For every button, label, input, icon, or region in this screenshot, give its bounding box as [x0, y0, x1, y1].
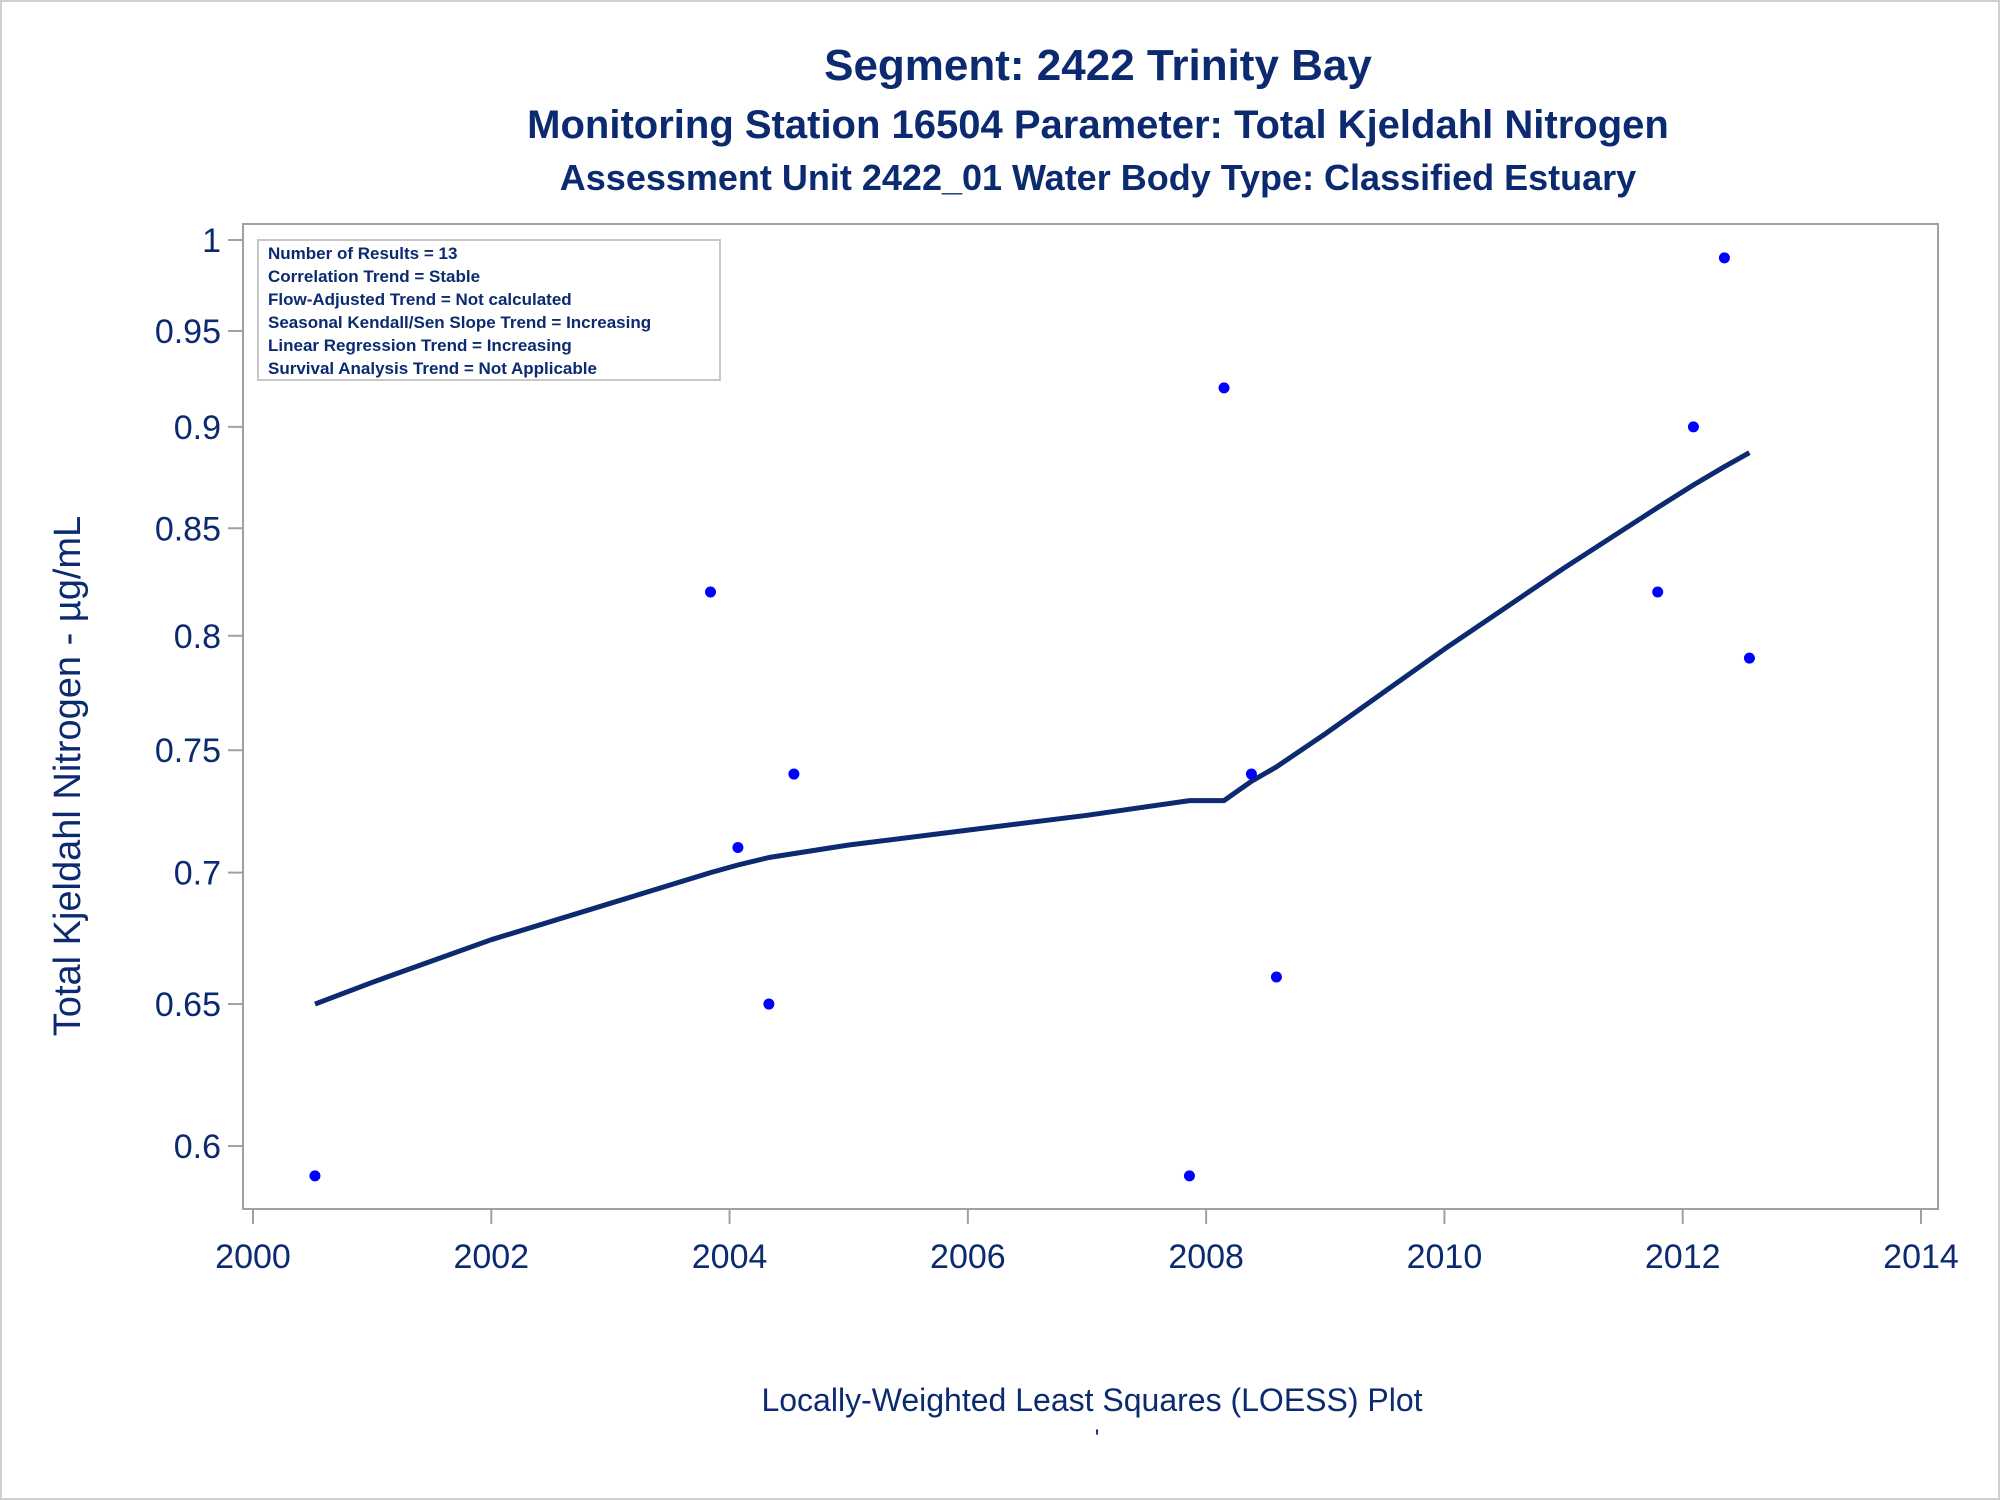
footnote: Locally-Weighted Least Squares (LOESS) P… — [761, 1382, 1422, 1418]
stats-line-linear-regression: Linear Regression Trend = Increasing — [268, 336, 572, 355]
x-tick-label: 2008 — [1168, 1238, 1244, 1276]
data-point — [1218, 382, 1230, 394]
stats-line-results: Number of Results = 13 — [268, 244, 457, 263]
y-axis-label: Total Kjeldahl Nitrogen - µg/mL — [47, 516, 89, 1036]
stats-box: Number of Results = 13 Correlation Trend… — [257, 239, 721, 381]
y-axis: 0.6 0.65 0.7 0.75 0.8 0.85 0.9 0.95 1 — [155, 222, 243, 1166]
y-tick-label: 0.8 — [174, 618, 221, 656]
stats-line-survival: Survival Analysis Trend = Not Applicable — [268, 359, 597, 378]
x-tick-label: 2000 — [215, 1238, 291, 1276]
loess-series — [314, 450, 1751, 1007]
x-tick-label: 2014 — [1883, 1238, 1959, 1276]
data-point — [1687, 421, 1699, 433]
x-tick-label: 2002 — [453, 1238, 529, 1276]
data-point — [705, 586, 717, 598]
data-point — [309, 1170, 321, 1182]
y-tick-label: 0.95 — [155, 313, 221, 351]
stats-line-correlation: Correlation Trend = Stable — [268, 267, 480, 286]
scatter-series — [309, 252, 1755, 1182]
data-point — [763, 998, 775, 1010]
stats-line-seasonal-kendall: Seasonal Kendall/Sen Slope Trend = Incre… — [268, 313, 651, 332]
y-tick-label: 0.6 — [174, 1128, 221, 1166]
chart-subtitle: Monitoring Station 16504 Parameter: Tota… — [527, 103, 1669, 147]
stats-line-flow-adjusted: Flow-Adjusted Trend = Not calculated — [268, 290, 572, 309]
stats-box-frame — [257, 239, 721, 381]
y-tick-label: 0.85 — [155, 510, 221, 548]
data-point — [1652, 586, 1664, 598]
data-point — [788, 768, 800, 780]
data-point — [1743, 652, 1755, 664]
y-tick-label: 1 — [202, 222, 221, 260]
y-tick-label: 0.9 — [174, 409, 221, 447]
x-tick-label: 2010 — [1407, 1238, 1483, 1276]
data-point — [1183, 1170, 1195, 1182]
x-tick-label: 2006 — [930, 1238, 1006, 1276]
x-tick-label: 2012 — [1645, 1238, 1721, 1276]
chart-subtitle-2: Assessment Unit 2422_01 Water Body Type:… — [560, 157, 1636, 198]
y-tick-label: 0.65 — [155, 986, 221, 1024]
loess-line — [314, 450, 1751, 1007]
plot-area — [242, 223, 1939, 1210]
data-point — [1718, 252, 1730, 264]
data-point — [1245, 768, 1257, 780]
data-point — [732, 841, 744, 853]
chart-title: Segment: 2422 Trinity Bay — [824, 41, 1372, 90]
y-tick-label: 0.7 — [174, 855, 221, 893]
data-point — [1270, 971, 1282, 983]
x-axis: 2000 2002 2004 2006 2008 2010 2012 2014 — [215, 1209, 1959, 1276]
y-tick-label: 0.75 — [155, 732, 221, 770]
x-tick-label: 2004 — [692, 1238, 768, 1276]
footnote-mark: ' — [1095, 1425, 1100, 1452]
